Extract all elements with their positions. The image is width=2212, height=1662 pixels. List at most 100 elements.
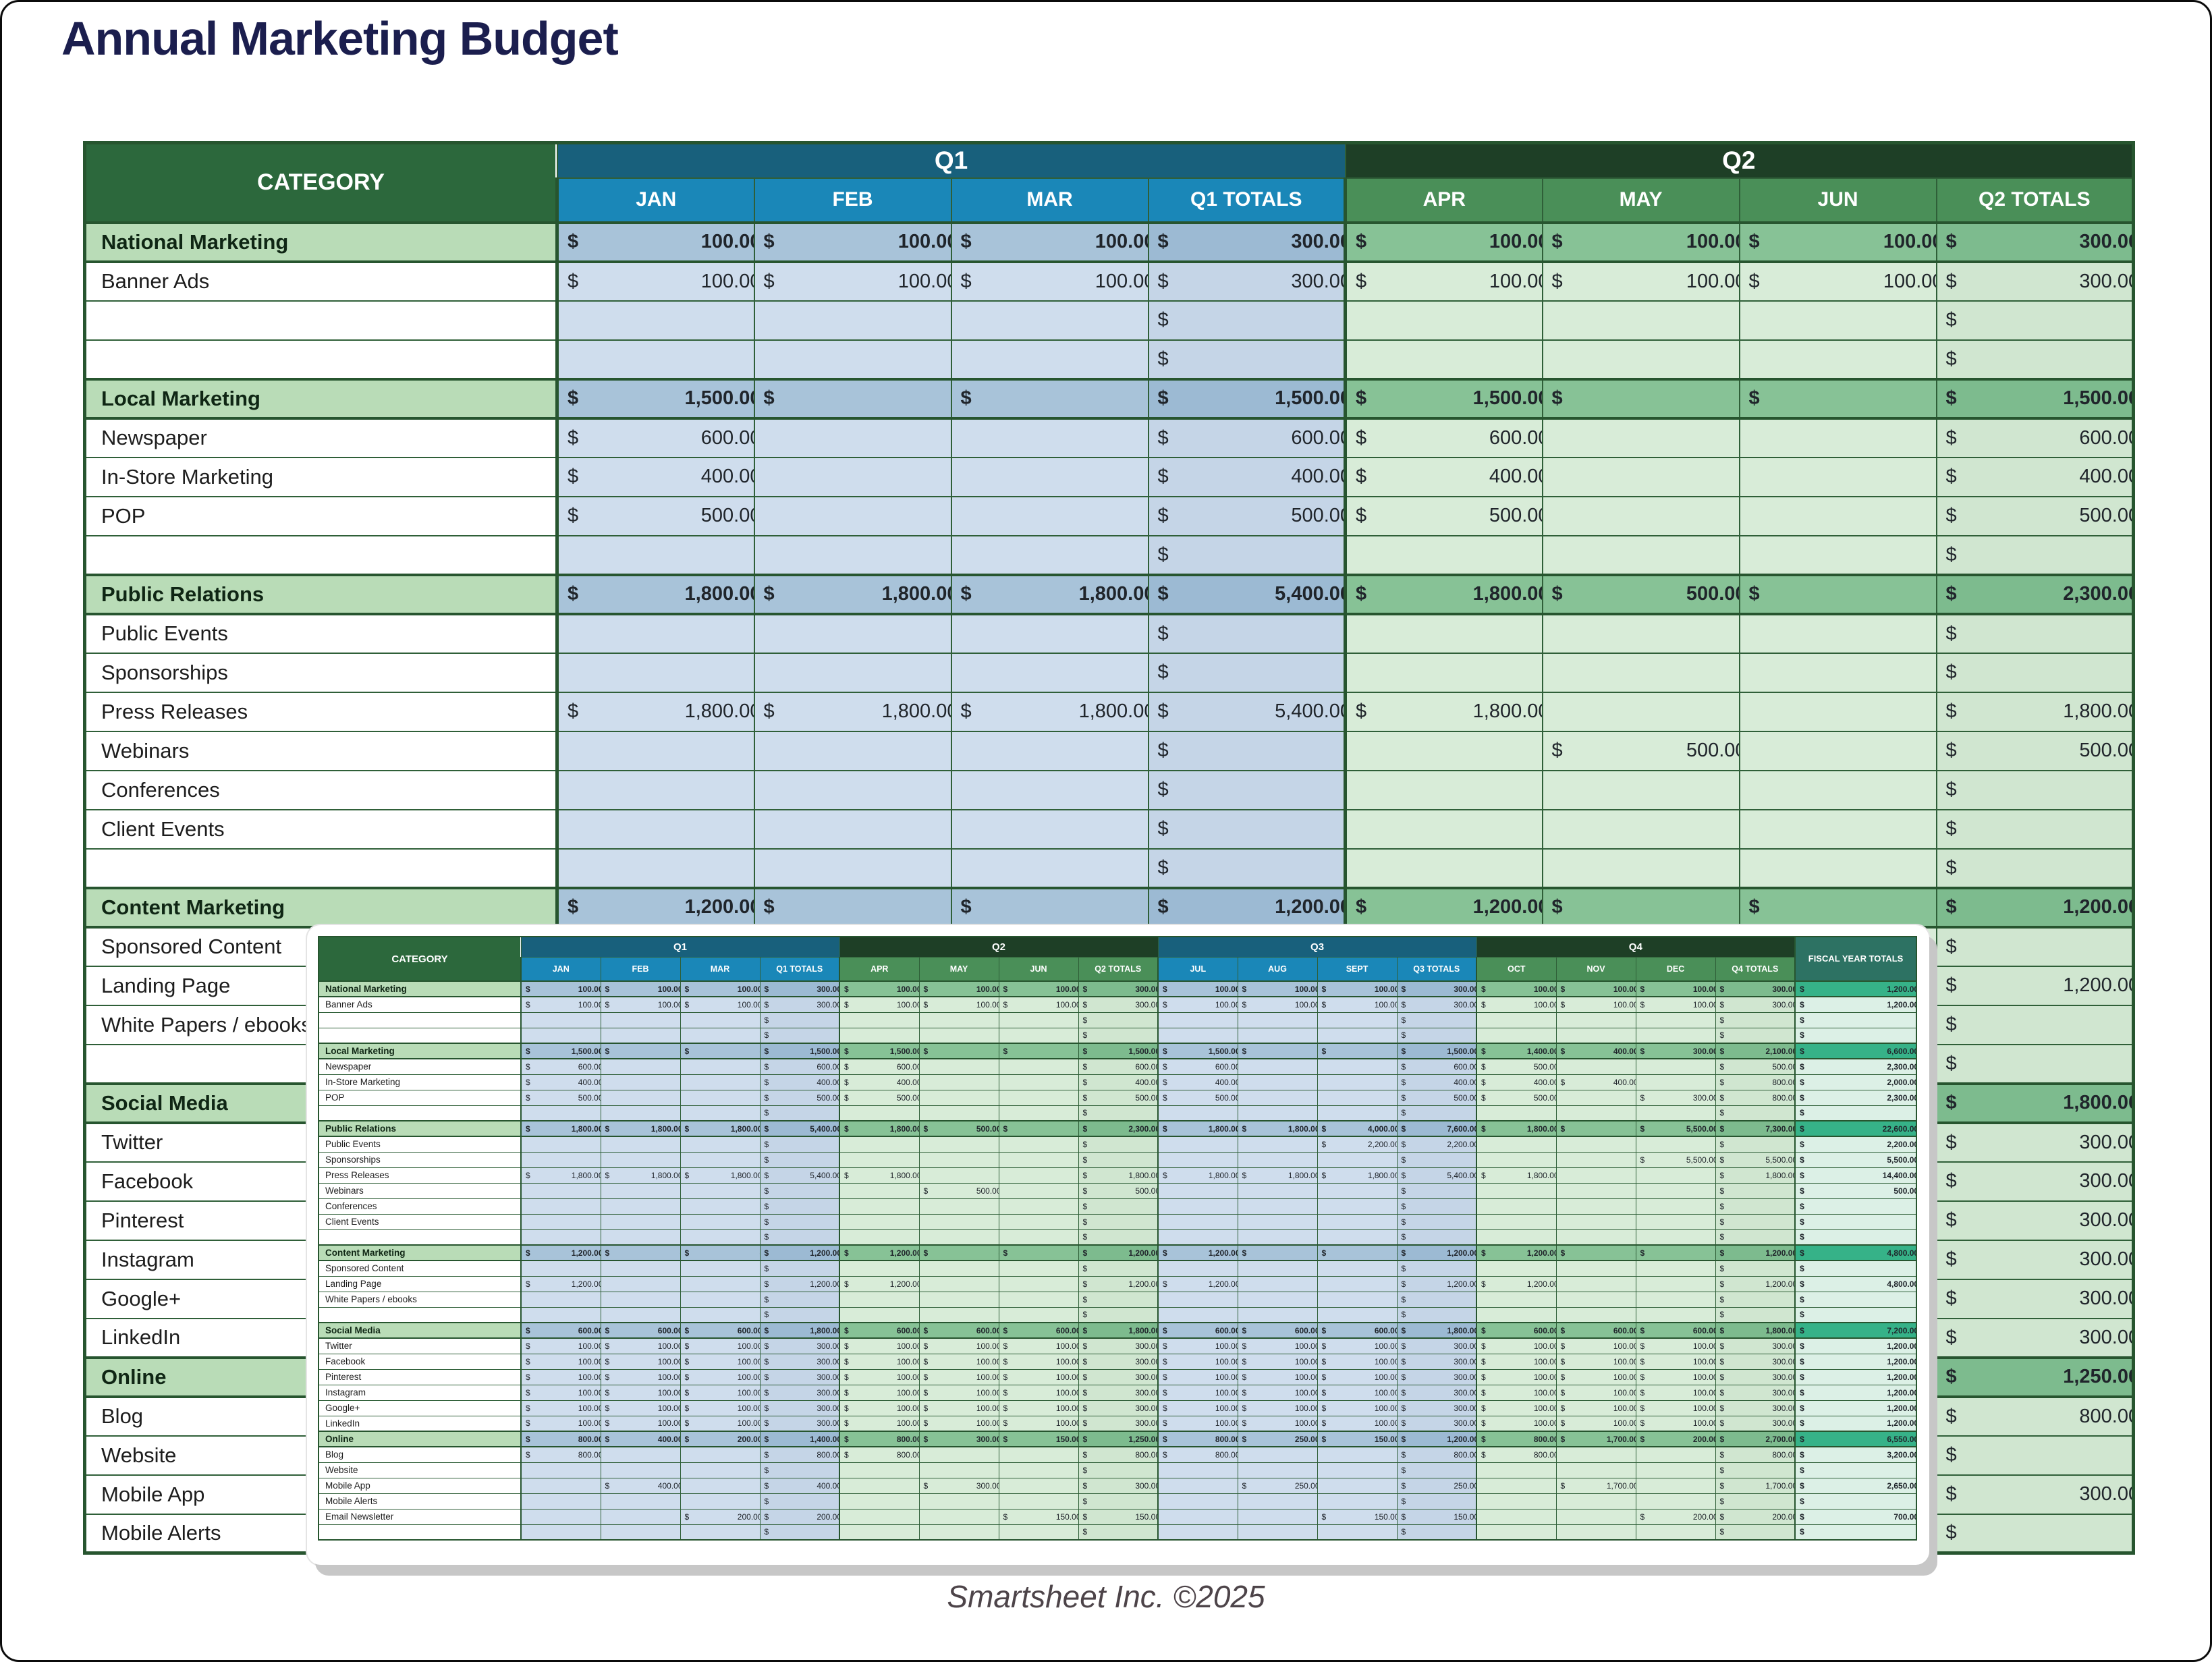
dollar-sign: $ bbox=[605, 1387, 610, 1397]
quarter-total-cell: $300.00 bbox=[1935, 221, 2134, 263]
currency-cell-content: $- bbox=[1717, 1497, 1795, 1506]
dollar-sign: $ bbox=[1163, 1248, 1167, 1258]
value-cell: $100.00 bbox=[1555, 980, 1636, 997]
currency-cell-content: $1,800.00 bbox=[602, 1124, 680, 1134]
amount: 1,800.00 bbox=[1472, 583, 1543, 605]
dollar-sign: $ bbox=[844, 1387, 849, 1397]
amount: 600.00 bbox=[700, 426, 753, 449]
dollar-sign: $ bbox=[1242, 984, 1247, 994]
value-cell: $300.00 bbox=[1635, 1043, 1716, 1059]
currency-cell-content: $1,400.00 bbox=[1478, 1047, 1555, 1056]
value-cell bbox=[998, 1182, 1079, 1199]
row-label: Sponsorships bbox=[84, 652, 559, 693]
amount: 500.00 bbox=[896, 1092, 920, 1103]
value-cell: $100.00 bbox=[1555, 1353, 1636, 1370]
fiscal-total-cell: $- bbox=[1794, 1229, 1917, 1246]
currency-cell-content: $100.00 bbox=[1637, 985, 1715, 994]
value-cell: $1,800.00 bbox=[753, 691, 952, 732]
value-cell bbox=[839, 1306, 920, 1323]
category-row: Content Marketing$1,200.00$-$-$1,200.00$… bbox=[318, 1244, 1917, 1261]
amount: 600.00 bbox=[1055, 1325, 1079, 1335]
dollar-sign: $ bbox=[1003, 1372, 1008, 1382]
quarter-total-cell: $300.00 bbox=[1147, 221, 1346, 263]
value-cell bbox=[1317, 1182, 1398, 1199]
currency-cell-content: $100.00 bbox=[1239, 1000, 1317, 1009]
amount: 100.00 bbox=[1294, 1372, 1318, 1382]
value-cell: $100.00 bbox=[520, 1337, 601, 1354]
currency-cell-content: $1,800.00 bbox=[561, 700, 753, 723]
dollar-sign: $ bbox=[1800, 1418, 1804, 1429]
currency-cell-content: $- bbox=[682, 1248, 760, 1258]
amount: 100.00 bbox=[1215, 1356, 1238, 1366]
dollar-sign: $ bbox=[526, 1046, 530, 1056]
item-row: Website$-$-$-$-$- bbox=[318, 1462, 1917, 1478]
row-label: Social Media bbox=[318, 1322, 522, 1339]
dollar-sign: $ bbox=[1003, 1403, 1008, 1413]
dollar-sign: $ bbox=[605, 1341, 610, 1351]
value-cell: $100.00 bbox=[680, 1400, 761, 1416]
value-cell: $100.00 bbox=[1476, 1415, 1557, 1432]
value-cell bbox=[1738, 848, 1937, 889]
amount: 1,200.00 bbox=[1887, 1403, 1917, 1413]
dollar-sign: $ bbox=[1157, 818, 1169, 839]
currency-cell-content: $400.00 bbox=[522, 1078, 600, 1087]
amount: 100.00 bbox=[657, 1403, 680, 1413]
amount: 300.00 bbox=[1135, 984, 1159, 994]
currency-cell-content: $100.00 bbox=[1637, 1388, 1715, 1397]
value-cell: $100.00 bbox=[1555, 996, 1636, 1013]
amount: 200.00 bbox=[1692, 1434, 1716, 1444]
month-header: JUL bbox=[1157, 956, 1238, 982]
currency-cell-content: $300.00 bbox=[761, 1418, 839, 1428]
currency-cell-content: $- bbox=[1239, 1248, 1317, 1258]
currency-cell-content: $300.00 bbox=[1080, 1418, 1158, 1428]
dollar-sign: $ bbox=[1321, 999, 1327, 1009]
dollar-sign: $ bbox=[764, 1387, 769, 1397]
fiscal-total-cell: $700.00 bbox=[1794, 1508, 1917, 1525]
dollar-sign: $ bbox=[1481, 984, 1486, 994]
amount: 100.00 bbox=[657, 1372, 680, 1382]
dollar-sign: $ bbox=[684, 984, 690, 994]
dollar-sign: $ bbox=[1719, 1108, 1725, 1118]
dollar-sign: $ bbox=[1800, 1263, 1804, 1273]
amount: 100.00 bbox=[737, 1356, 760, 1366]
value-cell bbox=[600, 1446, 681, 1463]
value-cell: $- bbox=[1541, 886, 1740, 929]
dollar-sign: $ bbox=[1401, 1341, 1406, 1351]
dollar-sign: $ bbox=[764, 1046, 769, 1056]
currency-cell-content: $100.00 bbox=[1557, 1341, 1636, 1351]
row-label bbox=[318, 1229, 522, 1246]
quarter-total-cell: $- bbox=[759, 1291, 840, 1308]
value-cell: $100.00 bbox=[1635, 1384, 1716, 1401]
currency-cell-content: $300.00 bbox=[1938, 231, 2132, 253]
month-header: JUN bbox=[1738, 177, 1937, 223]
currency-cell-content: $1,250.00 bbox=[1938, 1366, 2132, 1388]
currency-cell-content: $- bbox=[1080, 1140, 1158, 1149]
dollar-sign: $ bbox=[1401, 1170, 1406, 1180]
value-cell bbox=[1555, 1306, 1636, 1323]
currency-cell-content: $600.00 bbox=[1319, 1326, 1397, 1335]
fiscal-total-cell: $4,800.00 bbox=[1794, 1275, 1917, 1292]
currency-cell-content: $2,700.00 bbox=[1717, 1435, 1795, 1444]
amount: 800.00 bbox=[578, 1434, 601, 1444]
dollar-sign: $ bbox=[1163, 999, 1167, 1009]
value-cell: $100.00 bbox=[918, 980, 999, 997]
fiscal-total-cell: $- bbox=[1794, 1493, 1917, 1509]
quarter-total-cell: $800.00 bbox=[1078, 1446, 1159, 1463]
value-cell bbox=[1635, 1198, 1716, 1215]
amount: 2,200.00 bbox=[1447, 1139, 1477, 1149]
fiscal-total-cell: $1,200.00 bbox=[1794, 980, 1917, 997]
currency-cell-content: $300.00 bbox=[1938, 1327, 2132, 1349]
currency-cell-content: $1,500.00 bbox=[1080, 1047, 1158, 1056]
dollar-sign: $ bbox=[1945, 1522, 1957, 1544]
amount: 100.00 bbox=[578, 1403, 601, 1413]
amount: 1,800.00 bbox=[1078, 700, 1149, 722]
currency-cell-content: $- bbox=[1796, 1466, 1916, 1475]
dollar-sign: $ bbox=[1481, 1170, 1486, 1180]
dollar-sign: $ bbox=[764, 1030, 769, 1041]
dollar-sign: $ bbox=[1560, 1341, 1566, 1351]
dollar-sign: $ bbox=[923, 1356, 929, 1366]
amount: 100.00 bbox=[657, 1341, 680, 1351]
dollar-sign: $ bbox=[1003, 999, 1008, 1009]
currency-cell-content: $- bbox=[1741, 896, 1935, 918]
amount: 800.00 bbox=[1772, 1077, 1796, 1087]
